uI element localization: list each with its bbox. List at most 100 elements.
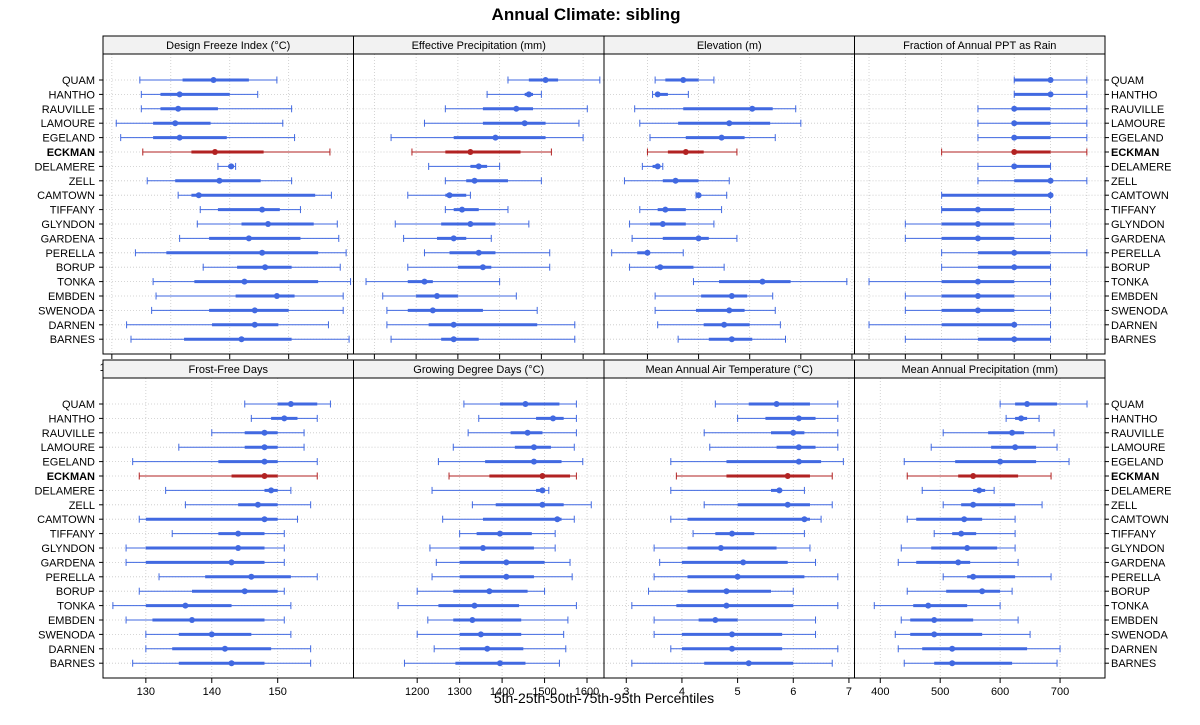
panel-4-site-label-lamoure: LAMOURE (1111, 118, 1165, 130)
panel-4-median-camtown (1047, 192, 1054, 199)
panel-8-median-hantho (1018, 415, 1025, 422)
panel-3-median-delamere (654, 163, 661, 170)
panel-8-site-label-rauville: RAUVILLE (1111, 428, 1164, 440)
panel-1-site-label-camtown: CAMTOWN (37, 190, 95, 202)
panel-8-site-label-borup: BORUP (1111, 586, 1150, 598)
panel-8-median-camtown (961, 516, 968, 523)
panel-1-median-swenoda (251, 307, 258, 314)
panel-5-median-tonka (182, 602, 189, 609)
panel-7-median-borup (723, 588, 730, 595)
panel-1-median-hantho (176, 91, 183, 98)
panel-8-site-label-gardena: GARDENA (1111, 557, 1166, 569)
panel-1-site-label-barnes: BARNES (50, 334, 95, 346)
panel-8-site-label-tonka: TONKA (1111, 601, 1149, 613)
panel-5-site-label-eckman: ECKMAN (47, 471, 95, 483)
panel-6-median-zell (539, 501, 546, 508)
panel-5-xtick-label-1: 140 (203, 686, 221, 698)
panel-8-median-borup (979, 588, 986, 595)
panel-2-title: Effective Precipitation (mm) (412, 40, 546, 52)
panel-8-site-label-swenoda: SWENODA (1111, 629, 1169, 641)
panel-7-xtick-label-0: 3 (623, 686, 629, 698)
panel-8-site-label-eckman: ECKMAN (1111, 471, 1159, 483)
panel-1-median-zell (216, 177, 223, 184)
panel-5-median-glyndon (235, 545, 242, 551)
panel-8-xtick-label-1: 500 (931, 686, 949, 698)
panel-1-site-label-delamere: DELAMERE (34, 161, 95, 173)
panel-6-xtick-label-1: 1300 (447, 686, 471, 698)
panel-6: Growing Degree Days (°C) 1200 1300 1400 1500… (353, 359, 605, 698)
chart-title: Annual Climate: sibling (492, 5, 681, 24)
panel-3-median-camtown (695, 192, 702, 199)
panel-5-site-label-camtown: CAMTOWN (37, 514, 95, 526)
panel-6-median-embden (469, 617, 476, 623)
panel-8-site-label-quam: QUAM (1111, 399, 1144, 411)
panel-4-median-perella (1011, 249, 1018, 256)
panel-7-median-lamoure (795, 444, 802, 451)
panel-8-site-label-perella: PERELLA (1111, 572, 1161, 584)
panel-7-xtick-label-4: 7 (846, 686, 852, 698)
panel-4-title: Fraction of Annual PPT as Rain (903, 40, 1056, 52)
panel-5-median-rauville (261, 429, 268, 436)
panel-2-median-embden (434, 293, 440, 299)
panel-5-site-label-quam: QUAM (62, 399, 95, 411)
panel-4-median-rauville (1011, 105, 1018, 112)
panel-2-median-lamoure (521, 120, 528, 127)
panel-8-median-egeland (997, 458, 1004, 465)
panel-4-median-eckman (1011, 149, 1018, 155)
panel-7-median-hantho (795, 415, 802, 422)
panel-3-median-egeland (718, 134, 725, 141)
panel-6-xtick-label-2: 1400 (490, 686, 514, 698)
panel-3-median-gardena (695, 235, 702, 242)
panel-5-site-label-perella: PERELLA (45, 572, 95, 584)
x-axis-label: 5th-25th-50th-75th-95th Percentiles (494, 690, 714, 706)
panel-4-site-label-camtown: CAMTOWN (1111, 190, 1169, 202)
panel-7-median-darnen (729, 645, 736, 652)
panel-4-site-label-barnes: BARNES (1111, 334, 1156, 346)
panel-4-median-glyndon (974, 221, 981, 227)
panel-6-median-camtown (554, 516, 561, 523)
panel-5-median-delamere (268, 487, 275, 494)
panel-2-median-darnen (450, 321, 457, 328)
panel-1-site-label-hantho: HANTHO (49, 89, 96, 101)
panel-3-median-perella (644, 249, 651, 256)
panel-4-site-label-rauville: RAUVILLE (1111, 104, 1164, 116)
panel-4-site-label-quam: QUAM (1111, 75, 1144, 87)
panel-7-median-barnes (745, 660, 752, 667)
panel-5-median-swenoda (208, 631, 215, 638)
panel-1-site-label-quam: QUAM (62, 75, 95, 87)
panel-1-site-label-tonka: TONKA (57, 277, 95, 289)
panel-5-site-label-rauville: RAUVILLE (42, 428, 95, 440)
panel-7-median-tiffany (729, 530, 736, 537)
panel-7-median-quam (773, 401, 780, 407)
panel-2-median-borup (479, 264, 486, 271)
panel-5-site-label-swenoda: SWENODA (38, 629, 96, 641)
panel-7-title: Mean Annual Air Temperature (°C) (646, 364, 813, 376)
panel-8-median-darnen (949, 645, 956, 652)
panel-5-site-label-tonka: TONKA (57, 601, 95, 613)
panel-6-median-barnes (496, 660, 503, 667)
panel-6-median-swenoda (477, 631, 484, 638)
panel-7-median-perella (734, 573, 741, 580)
panel-8-median-eckman (970, 473, 977, 479)
panel-8-median-swenoda (931, 631, 938, 638)
panel-5-site-label-lamoure: LAMOURE (41, 442, 95, 454)
panel-8-site-label-zell: ZELL (1111, 500, 1137, 512)
panel-8-site-label-camtown: CAMTOWN (1111, 514, 1169, 526)
panel-5-median-gardena (228, 559, 235, 566)
panel-4-median-borup (1011, 264, 1018, 271)
panel-1-median-egeland (176, 134, 183, 141)
panel-5-title: Frost-Free Days (189, 364, 269, 376)
panel-1-site-label-zell: ZELL (69, 176, 95, 188)
panel-4-site-label-gardena: GARDENA (1111, 233, 1166, 245)
panel-5-site-label-barnes: BARNES (50, 658, 95, 670)
panel-7-median-zell (784, 501, 791, 508)
panel-5-median-borup (241, 588, 248, 595)
panel-7-median-rauville (790, 429, 797, 436)
panel-2-median-glyndon (467, 221, 474, 227)
panel-4-site-label-embden: EMBDEN (1111, 291, 1158, 303)
panel-2-median-egeland (492, 134, 499, 141)
panel-6-median-quam (522, 401, 529, 407)
panel-4-site-label-tonka: TONKA (1111, 277, 1149, 289)
panel-1-median-eckman (211, 149, 218, 155)
panel-6-median-tiffany (496, 530, 503, 537)
